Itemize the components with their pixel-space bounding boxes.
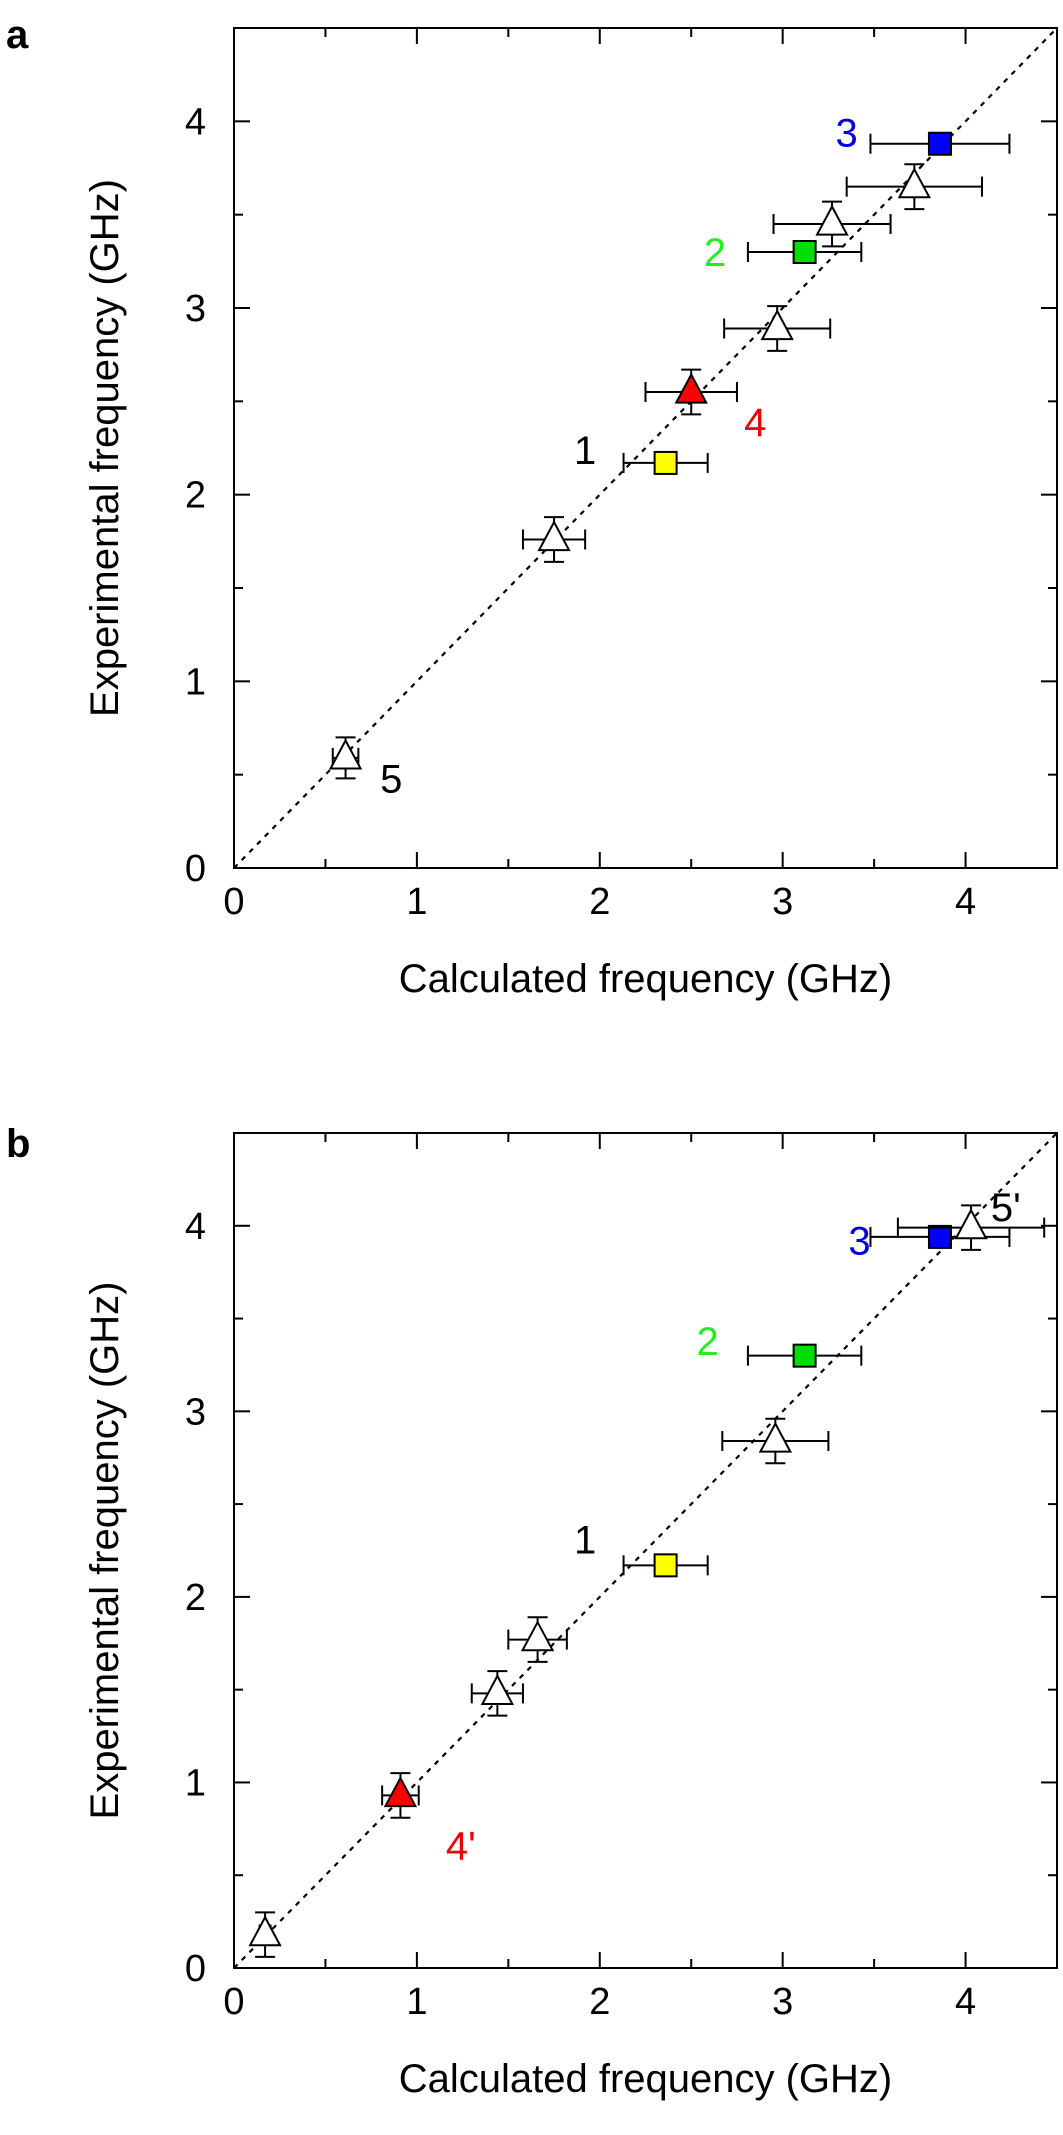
x-tick-label: 1: [406, 881, 427, 923]
triangle-marker: [897, 167, 932, 199]
point-annotation: 4': [446, 1825, 476, 1869]
y-axis-label: Experimental frequency (GHz): [83, 1282, 127, 1820]
y-tick-label: 2: [185, 475, 206, 517]
triangle-marker: [815, 204, 849, 236]
triangle-marker: [248, 1915, 282, 1947]
tick-marks: [233, 27, 1058, 869]
panel-letter: a: [6, 13, 29, 57]
point-annotation: 5': [991, 1186, 1021, 1230]
data-point: [248, 1911, 282, 1958]
triangle-marker: [758, 1421, 793, 1453]
y-tick-label: 3: [185, 1391, 206, 1433]
x-tick-label: 3: [772, 881, 793, 923]
data-point: [723, 305, 832, 352]
x-tick-label: 4: [955, 1981, 976, 2023]
triangle-marker: [674, 372, 708, 404]
data-point: [622, 450, 709, 475]
point-annotation: 1: [574, 429, 596, 473]
data-point: [622, 1553, 709, 1578]
x-tick-label: 2: [589, 881, 610, 923]
triangle-marker: [954, 1208, 988, 1240]
square-marker: [792, 1343, 817, 1368]
triangle-marker: [328, 738, 363, 770]
x-tick-label: 1: [406, 1981, 427, 2023]
data-point: [896, 1204, 1046, 1251]
point-annotation: 3: [848, 1220, 870, 1264]
x-tick-label: 2: [589, 1981, 610, 2023]
square-marker: [927, 131, 952, 156]
data-point: [721, 1417, 830, 1465]
data-point: [772, 200, 892, 248]
diagonal-line: [233, 27, 1058, 869]
data-point: [845, 163, 984, 211]
y-tick-label: 1: [185, 1762, 206, 1804]
point-annotation: 2: [704, 231, 726, 275]
x-axis-label: Calculated frequency (GHz): [399, 957, 893, 1001]
tick-marks: [233, 1132, 1058, 1969]
data-point: [521, 516, 587, 563]
x-tick-label: 0: [223, 1981, 244, 2023]
point-annotation: 4: [744, 401, 766, 445]
point-annotation: 2: [697, 1320, 719, 1364]
data-point: [470, 1670, 524, 1717]
triangle-marker: [480, 1673, 515, 1706]
panel-letter: b: [6, 1122, 30, 1166]
data-point: [328, 736, 363, 780]
point-annotation: 5: [380, 757, 402, 801]
triangle-marker: [383, 1775, 418, 1808]
square-marker: [653, 450, 678, 475]
data-point: [869, 1224, 1011, 1249]
plot-frame: [233, 27, 1058, 869]
x-axis-label: Calculated frequency (GHz): [399, 2057, 893, 2101]
panel-a: a 0 1 2 3 4 0 1 2 3 4 Calculated frequency (GHz) Exp…: [6, 13, 1058, 1001]
data-point: [746, 240, 863, 264]
triangle-marker: [520, 1620, 555, 1652]
data-point: [644, 368, 738, 416]
square-marker: [792, 240, 817, 264]
y-tick-label: 3: [185, 288, 206, 330]
y-tick-label: 4: [185, 101, 206, 143]
square-marker: [927, 1224, 952, 1249]
y-tick-label: 2: [185, 1577, 206, 1619]
diagonal-line: [233, 1132, 1058, 1969]
y-tick-label: 0: [185, 1948, 206, 1990]
point-annotation: 1: [574, 1518, 596, 1562]
x-tick-label: 0: [223, 881, 244, 923]
data-point: [507, 1616, 568, 1663]
y-tick-label: 4: [185, 1206, 206, 1248]
data-point: [381, 1772, 420, 1819]
triangle-marker: [537, 519, 571, 552]
triangle-marker: [760, 309, 794, 341]
square-marker: [653, 1553, 678, 1578]
y-tick-label: 1: [185, 661, 206, 703]
x-tick-label: 3: [772, 1981, 793, 2023]
point-annotation: 3: [836, 112, 858, 156]
y-axis-label: Experimental frequency (GHz): [83, 179, 127, 717]
data-point: [746, 1343, 863, 1368]
plot-frame: [233, 1132, 1058, 1969]
data-point: [869, 131, 1011, 156]
y-tick-label: 0: [185, 848, 206, 890]
x-tick-label: 4: [955, 881, 976, 923]
panel-b: b 0 1 2 3 4 0 1 2 3 4 Calculated frequency (GHz) Exp…: [6, 1122, 1058, 2101]
